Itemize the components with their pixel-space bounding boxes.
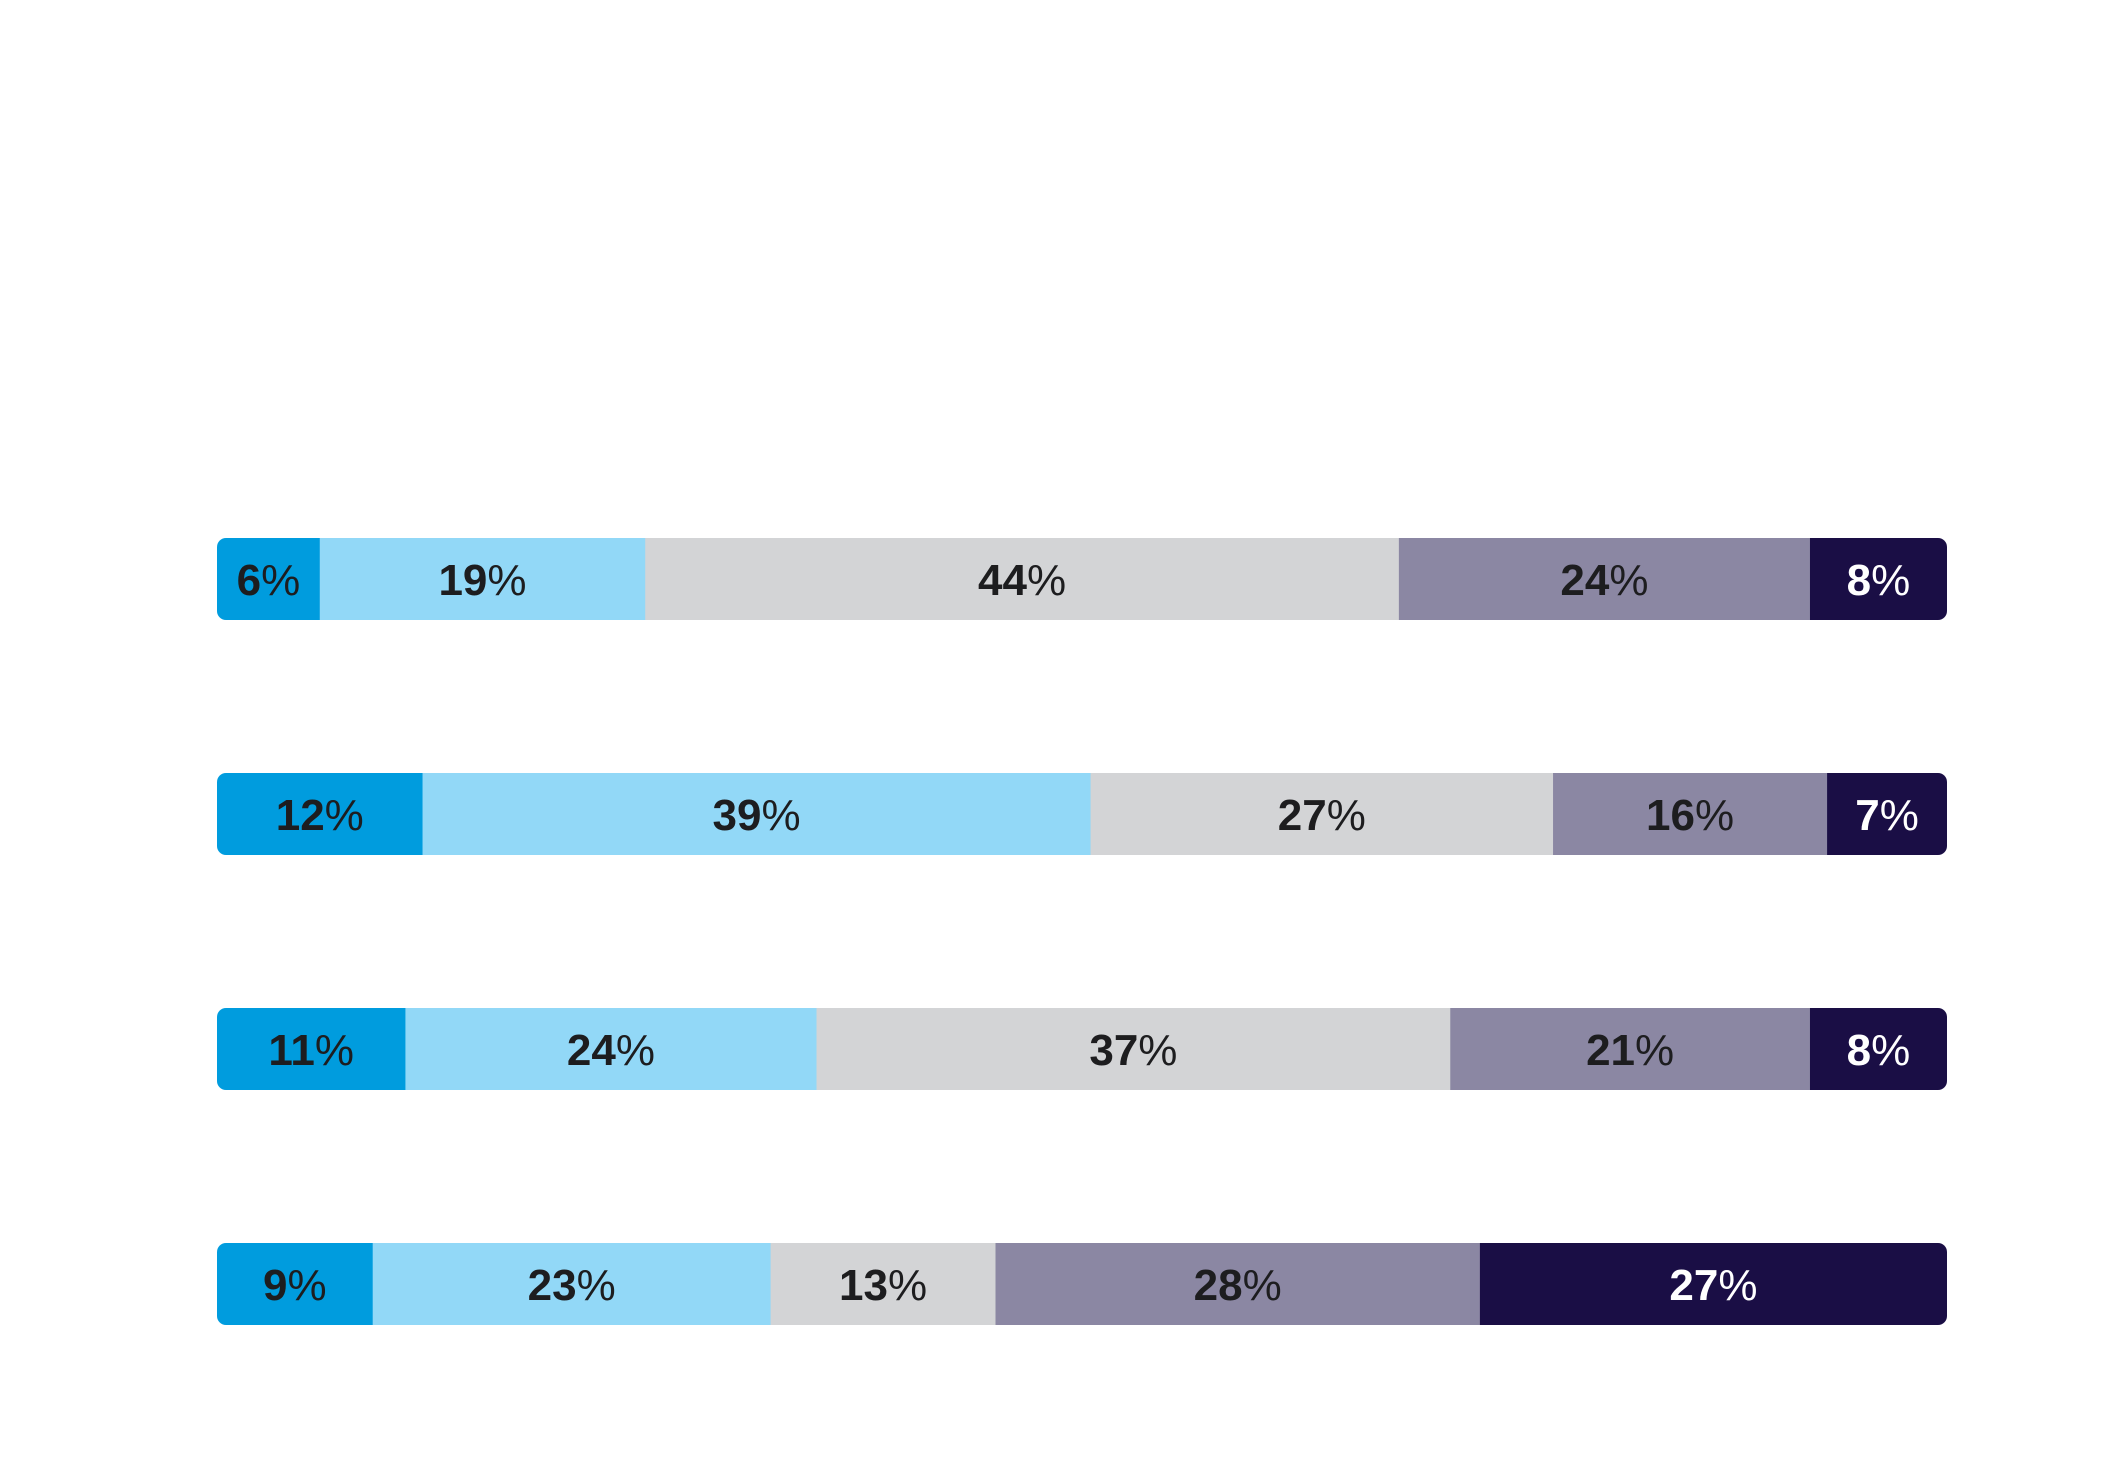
data-label-value: 12 (276, 791, 325, 840)
data-label-suffix: % (1718, 1261, 1757, 1310)
data-label-suffix: % (288, 1261, 327, 1310)
bar-segment-4-2 (372, 1243, 772, 1325)
bar-segment-1-2 (319, 538, 646, 620)
data-label-2-3: 27% (1278, 791, 1366, 840)
data-label-value: 6 (237, 556, 261, 605)
data-label-suffix: % (1635, 1026, 1674, 1075)
data-label-3-3: 37% (1089, 1026, 1177, 1075)
bar-segment-3-4 (1450, 1008, 1811, 1090)
data-label-2-1: 12% (276, 791, 364, 840)
bar-segment-1-5 (1809, 538, 1947, 620)
data-label-suffix: % (888, 1261, 927, 1310)
data-label-suffix: % (1327, 791, 1366, 840)
data-label-2-5: 7% (1855, 791, 1919, 840)
data-label-3-4: 21% (1586, 1026, 1674, 1075)
data-label-value: 39 (713, 791, 762, 840)
data-label-value: 23 (528, 1261, 577, 1310)
bar-row-segments (217, 1243, 1947, 1325)
bar-row-segments (217, 538, 1947, 620)
bar-segment-3-1 (217, 1008, 407, 1090)
data-label-value: 37 (1089, 1026, 1138, 1075)
data-label-suffix: % (1609, 556, 1648, 605)
data-label-suffix: % (1243, 1261, 1282, 1310)
bar-segment-1-1 (217, 538, 321, 620)
data-label-value: 8 (1847, 556, 1871, 605)
data-label-1-1: 6% (237, 556, 301, 605)
bar-segment-4-4 (995, 1243, 1481, 1325)
data-label-suffix: % (325, 791, 364, 840)
data-label-4-2: 23% (528, 1261, 616, 1310)
data-label-suffix: % (1871, 556, 1910, 605)
data-label-value: 16 (1646, 791, 1695, 840)
data-label-suffix: % (1695, 791, 1734, 840)
data-label-value: 11 (268, 1026, 315, 1075)
data-label-3-5: 8% (1847, 1026, 1911, 1075)
bar-segment-3-5 (1809, 1008, 1947, 1090)
data-label-suffix: % (1138, 1026, 1177, 1075)
data-label-3-2: 24% (567, 1026, 655, 1075)
data-label-1-4: 24% (1560, 556, 1648, 605)
data-label-2-4: 16% (1646, 791, 1734, 840)
bar-segment-1-4 (1398, 538, 1811, 620)
data-label-value: 21 (1586, 1026, 1635, 1075)
data-label-value: 44 (978, 556, 1027, 605)
data-label-value: 8 (1847, 1026, 1871, 1075)
data-label-value: 9 (263, 1261, 287, 1310)
data-label-4-1: 9% (263, 1261, 327, 1310)
data-label-4-4: 28% (1194, 1261, 1282, 1310)
bar-segment-4-5 (1479, 1243, 1947, 1325)
data-label-1-2: 19% (438, 556, 526, 605)
data-label-value: 28 (1194, 1261, 1243, 1310)
data-label-suffix: % (1027, 556, 1066, 605)
data-label-suffix: % (315, 1026, 354, 1075)
bar-segment-4-1 (217, 1243, 374, 1325)
data-label-1-3: 44% (978, 556, 1066, 605)
bar-segment-4-3 (770, 1243, 997, 1325)
data-label-value: 24 (567, 1026, 616, 1075)
data-label-suffix: % (487, 556, 526, 605)
data-label-suffix: % (761, 791, 800, 840)
data-label-value: 13 (839, 1261, 888, 1310)
bar-row-3: 11% 24% 37% 21% 8% (217, 1008, 1947, 1090)
data-label-suffix: % (616, 1026, 655, 1075)
data-label-suffix: % (1880, 791, 1919, 840)
bar-row-2: 12% 39% 27% 16% 7% (217, 773, 1947, 855)
chart-rows: 6% 19% 44% 24% 8%12% 39% 27% 16% 7%11% 24% 37% 21% 8… (217, 538, 1947, 1325)
bar-row-4: 9% 23% 13% 28% 27% (217, 1243, 1947, 1325)
data-label-suffix: % (261, 556, 300, 605)
bar-row-segments (217, 1008, 1947, 1090)
data-label-4-5: 27% (1669, 1261, 1757, 1310)
data-label-value: 7 (1855, 791, 1879, 840)
data-label-value: 27 (1669, 1261, 1718, 1310)
bar-segment-2-2 (422, 773, 1092, 855)
data-label-suffix: % (577, 1261, 616, 1310)
bar-segment-3-3 (816, 1008, 1451, 1090)
data-label-2-2: 39% (713, 791, 801, 840)
bar-segment-1-3 (645, 538, 1400, 620)
data-label-4-3: 13% (839, 1261, 927, 1310)
bar-segment-2-5 (1827, 773, 1947, 855)
bar-row-1: 6% 19% 44% 24% 8% (217, 538, 1947, 620)
bar-segment-2-3 (1090, 773, 1554, 855)
data-label-1-5: 8% (1847, 556, 1911, 605)
bar-segment-2-4 (1553, 773, 1828, 855)
data-label-value: 19 (438, 556, 487, 605)
data-label-suffix: % (1871, 1026, 1910, 1075)
data-label-value: 24 (1560, 556, 1609, 605)
bar-row-segments (217, 773, 1947, 855)
bar-segment-2-1 (217, 773, 424, 855)
bar-segment-3-2 (405, 1008, 818, 1090)
data-label-value: 27 (1278, 791, 1327, 840)
data-label-3-1: 11% (268, 1026, 354, 1075)
